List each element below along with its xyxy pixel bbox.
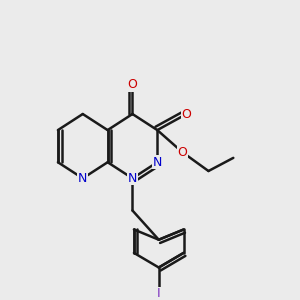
Text: N: N [128,172,137,185]
Text: O: O [177,146,187,158]
Text: N: N [78,172,87,185]
Text: I: I [157,287,160,300]
Text: O: O [182,107,191,121]
Text: O: O [128,78,137,91]
Text: N: N [153,156,162,169]
